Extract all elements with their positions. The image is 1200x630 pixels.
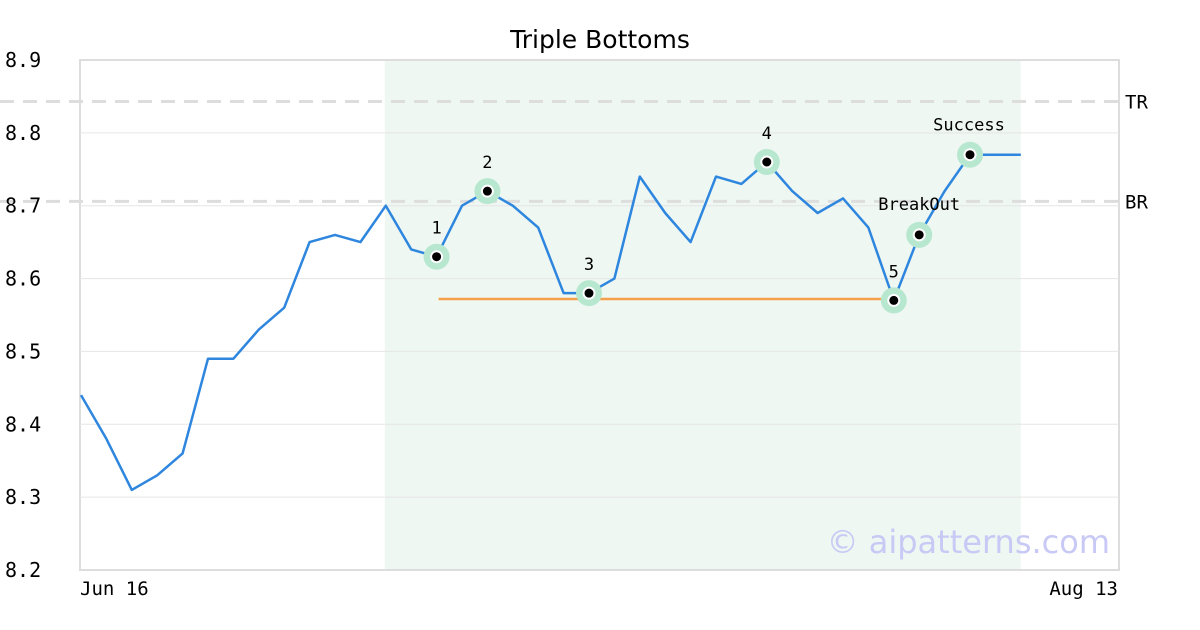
price-line xyxy=(79,153,1021,492)
point-marker-5 xyxy=(887,293,901,307)
x-tick-start: Jun 16 xyxy=(80,578,149,600)
point-label-2: 2 xyxy=(482,153,492,173)
y-tick-label-8.3: 8.3 xyxy=(5,485,41,509)
y-tick-label-8.8: 8.8 xyxy=(5,121,41,145)
price-series xyxy=(79,153,1021,492)
point-label-breakout: BreakOut xyxy=(878,195,960,215)
point-label-3: 3 xyxy=(584,255,594,275)
point-marker-4 xyxy=(760,155,774,169)
pattern-points: 1 2 3 4 5 BreakOut Success xyxy=(423,116,1005,314)
y-tick-label-8.6: 8.6 xyxy=(5,267,41,291)
y-tick-label-8.9: 8.9 xyxy=(5,48,41,72)
grid-lines xyxy=(80,132,1119,498)
axis-labels: 8.9 8.8 8.7 8.6 8.5 8.4 8.3 8.2 xyxy=(5,48,41,582)
point-marker-success xyxy=(963,148,977,162)
reference-lines: TR BR xyxy=(0,92,1148,301)
y-tick-label-8.7: 8.7 xyxy=(5,194,41,218)
watermark: © aipatterns.com xyxy=(827,523,1110,561)
chart-background xyxy=(79,59,1120,571)
y-tick-label-8.5: 8.5 xyxy=(5,339,41,363)
ref-label-tr: TR xyxy=(1125,92,1148,114)
point-label-4: 4 xyxy=(762,124,772,144)
point-marker-1 xyxy=(430,250,444,264)
x-tick-end: Aug 13 xyxy=(1049,578,1118,600)
point-label-1: 1 xyxy=(431,219,441,239)
point-label-success: Success xyxy=(933,116,1005,136)
y-tick-label-8.4: 8.4 xyxy=(5,412,41,436)
y-tick-label-8.2: 8.2 xyxy=(5,558,41,582)
ref-label-br: BR xyxy=(1125,191,1148,213)
point-marker-2 xyxy=(480,184,494,198)
point-label-5: 5 xyxy=(889,262,899,282)
point-marker-breakout xyxy=(912,228,926,242)
point-marker-3 xyxy=(582,286,596,300)
pattern-highlight-region xyxy=(384,61,1021,569)
chart-title: Triple Bottoms xyxy=(509,25,690,54)
